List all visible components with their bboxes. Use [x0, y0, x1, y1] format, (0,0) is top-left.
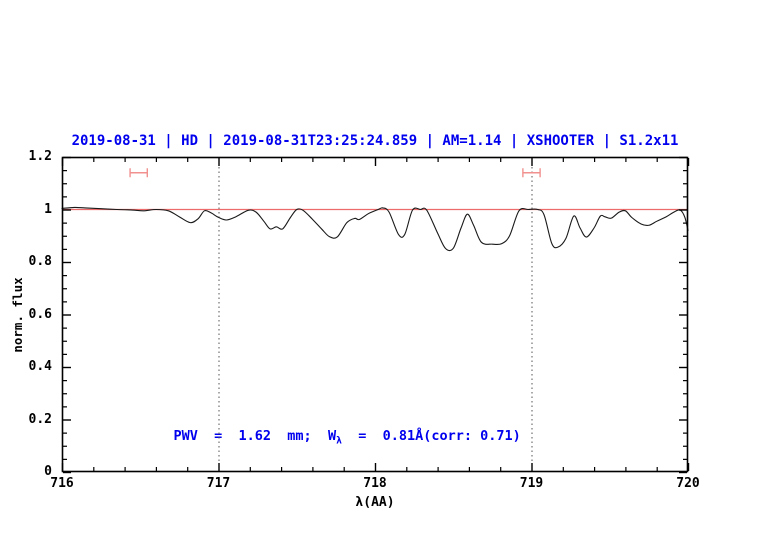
pwv-annotation-subscript: λ — [336, 435, 342, 447]
y-tick-label: 0.6 — [28, 306, 52, 322]
y-tick-label: 0.2 — [28, 411, 52, 427]
x-tick-label: 717 — [206, 476, 231, 491]
y-tick-label: 0.4 — [28, 359, 52, 374]
y-tick-label: 1 — [44, 201, 52, 217]
x-tick-label: 720 — [676, 476, 700, 491]
y-tick-label: 0.8 — [28, 254, 52, 269]
x-tick-label: 719 — [519, 476, 544, 491]
pwv-annotation: PWV = 1.62 mm; Wλ = 0.81Å(corr: 0.71) — [141, 412, 521, 463]
y-tick-label: 1.2 — [28, 149, 52, 164]
y-tick-label: 0 — [44, 464, 52, 479]
spectrum-curve — [61, 206, 689, 252]
x-tick-label: 718 — [363, 476, 387, 491]
pwv-annotation-prefix: PWV = 1.62 mm; W — [173, 428, 337, 444]
x-tick-label: 716 — [50, 476, 74, 491]
plot-frame — [61, 156, 689, 473]
x-axis-label: λ(AA) — [355, 495, 395, 510]
pwv-annotation-suffix: = 0.81Å(corr: 0.71) — [341, 428, 521, 444]
plot-title: 2019-08-31 | HD | 2019-08-31T23:25:24.85… — [71, 133, 679, 149]
